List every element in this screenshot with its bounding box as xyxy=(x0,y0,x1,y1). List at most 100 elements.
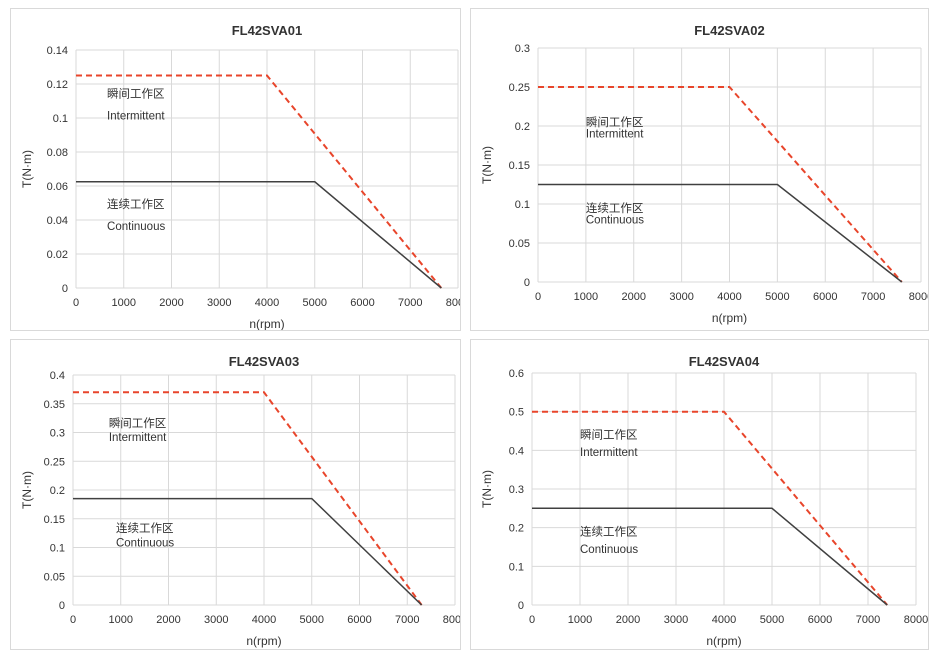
y-tick-label: 0.05 xyxy=(509,238,530,250)
x-tick-label: 0 xyxy=(529,614,535,626)
y-tick-label: 0.5 xyxy=(509,407,524,419)
x-tick-label: 0 xyxy=(535,291,541,303)
y-tick-label: 0 xyxy=(59,600,65,612)
series-line-intermittent xyxy=(538,86,903,283)
zone-annotation: 瞬间工作区 xyxy=(107,88,165,101)
zone-annotation: Continuous xyxy=(107,221,165,233)
chart-svg: FL42SVA02 0 0.05 0.1 0.15 0.2 0.25 0.3 0 1000 2000… xyxy=(480,23,929,325)
x-tick-label: 4000 xyxy=(717,291,741,303)
series-line-continuous xyxy=(73,497,423,606)
x-tick-label: 0 xyxy=(70,614,76,626)
zone-annotation: Intermittent xyxy=(580,447,638,459)
y-tick-label: 0.35 xyxy=(44,399,65,411)
x-axis-label: n(rpm) xyxy=(712,311,747,325)
x-tick-label: 0 xyxy=(73,297,79,309)
y-tick-label: 0.4 xyxy=(50,370,65,382)
zone-annotation: 连续工作区 xyxy=(586,201,644,215)
zone-annotation: Continuous xyxy=(586,215,644,227)
zone-annotation: Intermittent xyxy=(107,111,165,123)
y-axis-label: T(N·m) xyxy=(20,150,34,188)
x-tick-label: 8000 xyxy=(443,614,461,626)
x-axis-label: n(rpm) xyxy=(246,634,281,648)
y-tick-label: 0.06 xyxy=(47,181,68,193)
x-tick-label: 1000 xyxy=(109,614,133,626)
zone-annotation: Intermittent xyxy=(586,129,644,141)
zone-annotation: Intermittent xyxy=(109,432,167,444)
y-tick-label: 0.25 xyxy=(509,82,530,94)
y-tick-label: 0.1 xyxy=(509,561,524,573)
y-tick-label: 0.02 xyxy=(47,249,68,261)
chart-panel-fl42sva04: FL42SVA04 0 0.1 0.2 0.3 0.4 0.5 0.6 0 1000 2000 300… xyxy=(470,339,929,650)
chart-panel-fl42sva03: FL42SVA03 0 0.05 0.1 0.15 0.2 0.25 0.3 0.35 0.4 0 1… xyxy=(10,339,461,650)
x-tick-label: 2000 xyxy=(159,297,183,309)
chart-title: FL42SVA02 xyxy=(694,23,765,38)
y-tick-label: 0.12 xyxy=(47,79,68,91)
x-tick-label: 3000 xyxy=(664,614,688,626)
x-tick-label: 4000 xyxy=(252,614,276,626)
x-tick-label: 2000 xyxy=(616,614,640,626)
x-tick-label: 8000 xyxy=(904,614,928,626)
x-tick-label: 3000 xyxy=(204,614,228,626)
x-tick-label: 5000 xyxy=(765,291,789,303)
x-tick-label: 1000 xyxy=(574,291,598,303)
x-tick-label: 3000 xyxy=(207,297,231,309)
x-tick-label: 4000 xyxy=(712,614,736,626)
zone-annotation: 瞬间工作区 xyxy=(586,116,644,129)
y-tick-label: 0.15 xyxy=(44,514,65,526)
zone-annotation: 连续工作区 xyxy=(580,524,638,538)
x-tick-label: 2000 xyxy=(156,614,180,626)
series-line-continuous xyxy=(538,183,903,283)
y-tick-label: 0.04 xyxy=(47,215,68,227)
x-tick-label: 3000 xyxy=(669,291,693,303)
x-tick-label: 1000 xyxy=(112,297,136,309)
x-tick-label: 5000 xyxy=(303,297,327,309)
chart-title: FL42SVA03 xyxy=(229,354,300,369)
x-tick-label: 7000 xyxy=(856,614,880,626)
zone-annotation: 连续工作区 xyxy=(116,521,174,535)
x-tick-label: 1000 xyxy=(568,614,592,626)
zone-annotation: 连续工作区 xyxy=(107,197,165,211)
chart-title: FL42SVA01 xyxy=(232,23,303,38)
chart-svg: FL42SVA01 0 0.02 0.04 0.06 0.08 0.1 0.12 0.14 0 10… xyxy=(20,23,460,331)
y-tick-label: 0.08 xyxy=(47,147,68,159)
series-line-continuous xyxy=(76,181,442,289)
y-axis-label: T(N·m) xyxy=(20,471,34,509)
x-tick-label: 6000 xyxy=(350,297,374,309)
y-tick-label: 0 xyxy=(524,277,530,289)
y-tick-label: 0.2 xyxy=(509,523,524,535)
x-tick-label: 6000 xyxy=(808,614,832,626)
x-tick-label: 8000 xyxy=(909,291,929,303)
y-tick-label: 0.3 xyxy=(509,484,524,496)
chart-svg: FL42SVA04 0 0.1 0.2 0.3 0.4 0.5 0.6 0 1000 2000 300… xyxy=(480,354,928,648)
x-axis-label: n(rpm) xyxy=(706,634,741,648)
y-tick-label: 0.2 xyxy=(515,121,530,133)
y-tick-label: 0.1 xyxy=(50,543,65,555)
x-tick-label: 7000 xyxy=(395,614,419,626)
y-tick-label: 0.3 xyxy=(515,43,530,55)
y-axis-label: T(N·m) xyxy=(480,470,494,508)
y-axis-label: T(N·m) xyxy=(480,146,494,184)
x-tick-label: 6000 xyxy=(347,614,371,626)
chart-panel-fl42sva02: FL42SVA02 0 0.05 0.1 0.15 0.2 0.25 0.3 0 1000 2000… xyxy=(470,8,929,331)
zone-annotation: 瞬间工作区 xyxy=(580,429,638,442)
series-line-continuous xyxy=(532,507,888,606)
y-tick-label: 0.1 xyxy=(53,113,68,125)
x-axis-label: n(rpm) xyxy=(249,317,284,331)
chart-svg: FL42SVA03 0 0.05 0.1 0.15 0.2 0.25 0.3 0.35 0.4 0 1… xyxy=(20,354,461,648)
y-tick-label: 0.6 xyxy=(509,368,524,380)
chart-panel-fl42sva01: FL42SVA01 0 0.02 0.04 0.06 0.08 0.1 0.12 0.14 0 10… xyxy=(10,8,461,331)
chart-title: FL42SVA04 xyxy=(689,354,760,369)
y-tick-label: 0.2 xyxy=(50,485,65,497)
series-line-intermittent xyxy=(532,410,888,606)
zone-annotation: 瞬间工作区 xyxy=(109,417,167,430)
y-tick-label: 0 xyxy=(62,283,68,295)
y-tick-label: 0.15 xyxy=(509,160,530,172)
y-tick-label: 0.3 xyxy=(50,428,65,440)
x-tick-label: 5000 xyxy=(760,614,784,626)
zone-annotation: Continuous xyxy=(116,537,174,549)
y-tick-label: 0.25 xyxy=(44,456,65,468)
x-tick-label: 4000 xyxy=(255,297,279,309)
series-line-intermittent xyxy=(76,74,443,289)
x-tick-label: 6000 xyxy=(813,291,837,303)
